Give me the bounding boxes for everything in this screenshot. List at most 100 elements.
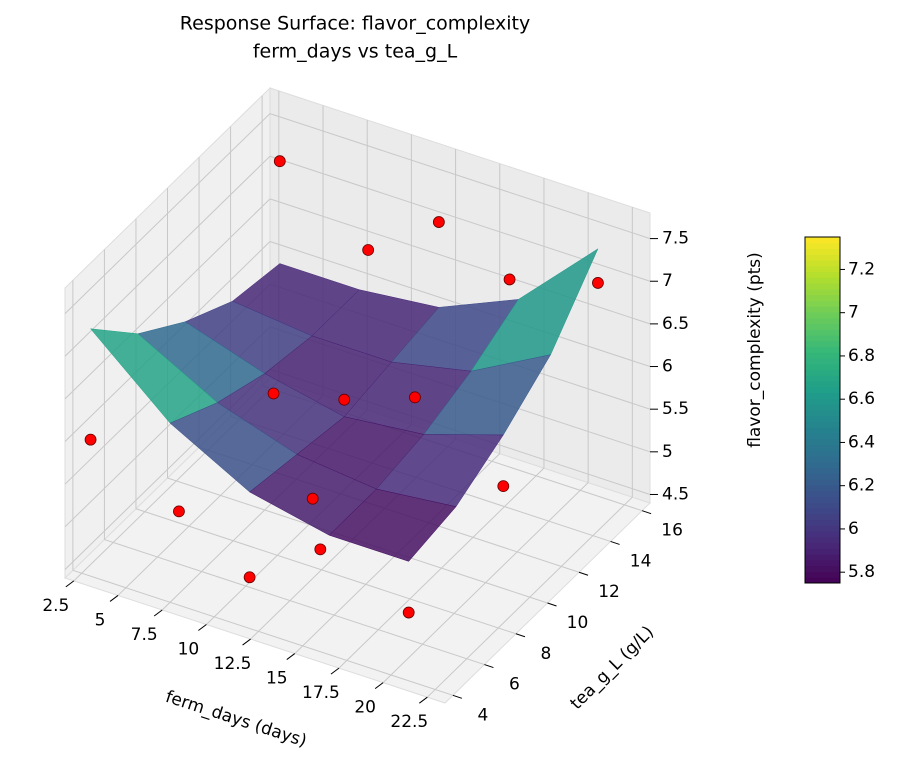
colorbar-segment	[805, 427, 840, 434]
x-tick	[242, 638, 251, 646]
colorbar-segment	[805, 265, 840, 273]
y-tick-label: 16	[661, 521, 683, 541]
x-tick	[109, 595, 119, 602]
data-point	[503, 273, 516, 286]
colorbar-segment	[805, 248, 840, 255]
colorbar-segment	[805, 473, 840, 480]
chart-title: Response Surface: flavor_complexity	[180, 13, 530, 35]
y-tick-label: 6	[509, 675, 520, 695]
data-point	[267, 387, 280, 400]
y-tick	[578, 571, 589, 576]
y-axis-label: tea_g_L (g/L)	[566, 622, 658, 714]
colorbar-segment	[805, 513, 840, 521]
colorbar-segment	[805, 502, 840, 509]
colorbar-segment	[805, 490, 840, 497]
x-tick-label: 5	[95, 610, 106, 630]
data-point	[243, 571, 256, 584]
y-tick	[641, 510, 652, 515]
colorbar-segment	[805, 450, 840, 457]
y-tick	[610, 540, 620, 545]
colorbar-segment	[805, 300, 840, 307]
surface-patch	[328, 488, 457, 562]
grid-line	[269, 198, 651, 325]
data-point	[306, 492, 319, 505]
z-tick-label: 7	[662, 271, 673, 291]
colorbar-segment	[805, 386, 840, 394]
grid-line	[269, 241, 651, 368]
z-tick-label: 7.5	[662, 229, 689, 249]
colorbar-segment	[805, 433, 840, 440]
x-tick	[419, 696, 428, 704]
colorbar-tick-label: 6.2	[848, 476, 875, 496]
data-point	[338, 393, 351, 406]
colorbar-segment	[805, 288, 840, 296]
colorbar-tick-label: 7.2	[848, 259, 875, 279]
grid-line	[72, 569, 454, 696]
grid-line	[104, 539, 485, 666]
colorbar-segment	[805, 392, 840, 399]
colorbar-segment	[805, 456, 840, 463]
y-tick-label: 8	[541, 644, 552, 664]
colorbar-segment	[805, 317, 840, 324]
colorbar-tick-label: 5.8	[848, 562, 875, 582]
colorbar-segment	[805, 381, 840, 388]
colorbar-segment	[805, 277, 840, 284]
y-tick-label: 10	[567, 613, 589, 633]
colorbar-segment	[805, 283, 840, 290]
x-tick-label: 20	[354, 698, 376, 718]
colorbar-segment	[805, 467, 840, 474]
data-point	[497, 480, 510, 493]
colorbar-segment	[805, 242, 840, 250]
data-point	[409, 391, 421, 404]
y-tick-label: 12	[598, 582, 620, 602]
x-tick	[374, 682, 384, 690]
colorbar-segment	[805, 415, 840, 423]
x-tick	[198, 624, 207, 631]
colorbar-segment	[805, 335, 840, 342]
data-point	[314, 543, 327, 556]
z-tick-label: 5.5	[662, 399, 689, 419]
colorbar-segment	[805, 311, 840, 319]
z-tick-label: 5	[662, 442, 673, 462]
colorbar-segment	[805, 369, 840, 376]
y-tick-label: 14	[630, 551, 652, 571]
colorbar-segment	[805, 496, 840, 503]
colorbar-tick-label: 6.8	[848, 346, 875, 366]
y-tick-label: 4	[477, 705, 488, 725]
colorbar-segment	[805, 525, 840, 532]
colorbar-segment	[805, 340, 840, 348]
colorbar-segment	[805, 548, 840, 555]
colorbar-segment	[805, 484, 840, 492]
colorbar-segment	[805, 461, 840, 469]
x-tick-label: 7.5	[131, 625, 158, 645]
y-tick	[547, 602, 557, 607]
colorbar-segment	[805, 559, 840, 567]
y-tick	[515, 633, 526, 638]
colorbar-segment	[805, 444, 840, 451]
data-point	[173, 505, 185, 518]
plot-3d: 2.5 5 7.5 10 12.5 15 17.5 20 22.5 4 6 8 10 12 14 16 4.5 5…	[42, 86, 765, 751]
colorbar-segment	[805, 271, 840, 278]
colorbar-segment	[805, 329, 840, 336]
colorbar-segment	[805, 508, 840, 515]
colorbar-tick-label: 6.6	[848, 389, 875, 409]
grid-line	[64, 113, 271, 314]
colorbar-segment	[805, 358, 840, 365]
data-point	[402, 606, 415, 619]
colorbar-segment	[805, 294, 840, 301]
y-tick	[452, 694, 463, 699]
colorbar-segment	[805, 438, 840, 446]
colorbar-segment	[805, 306, 840, 313]
x-tick-label: 12.5	[214, 654, 252, 674]
colorbar-tick-label: 6.4	[848, 432, 875, 452]
data-point	[362, 244, 375, 256]
data-point	[273, 155, 286, 168]
data-point	[84, 433, 97, 446]
colorbar-segment	[805, 254, 840, 261]
colorbar-segment	[805, 346, 840, 353]
colorbar-segment	[805, 421, 840, 428]
y-tick	[484, 664, 494, 669]
colorbar-segment	[805, 323, 840, 330]
x-tick-label: 15	[266, 669, 288, 689]
